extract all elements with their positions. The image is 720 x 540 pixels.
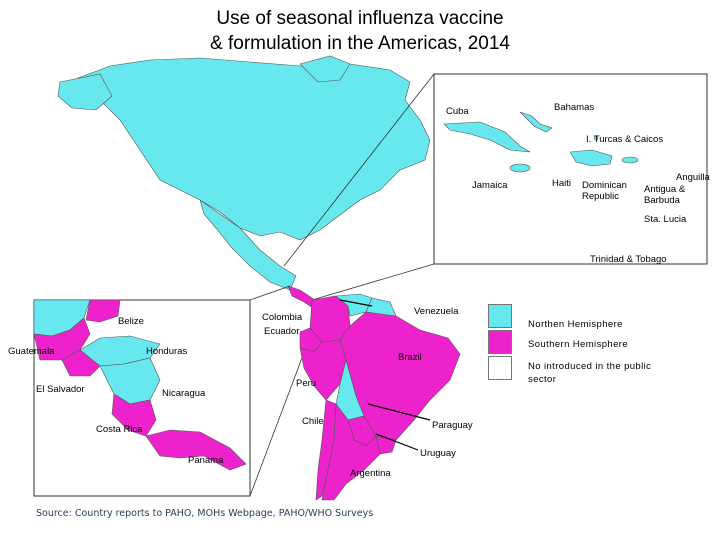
label-antigua-2: Barbuda [644, 195, 680, 206]
panama-shape [145, 429, 247, 471]
label-dominican-2: Republic [582, 191, 619, 202]
label-argentina: Argentina [350, 468, 391, 479]
hispaniola-shape [569, 149, 613, 167]
title-line-1: Use of seasonal influenza vaccine [216, 8, 504, 29]
legend-swatch-northern [488, 304, 512, 328]
source-note: Source: Country reports to PAHO, MOHs We… [36, 508, 374, 519]
belize-shape [85, 299, 121, 323]
label-el-salvador: El Salvador [36, 384, 85, 395]
label-bahamas: Bahamas [554, 102, 595, 113]
legend-swatch-not-introduced [488, 356, 512, 380]
label-anguilla: Anguilla [676, 172, 710, 183]
label-panama: Panama [188, 455, 224, 466]
bahamas-shape [519, 111, 553, 133]
label-antigua-1: Antigua & [644, 184, 686, 195]
label-venezuela: Venezuela [414, 306, 459, 317]
paraguay-arrow [367, 403, 431, 421]
label-peru: Peru [296, 378, 317, 389]
puerto-rico-shape [621, 156, 639, 164]
legend-label-northern: Northen Hemisphere [528, 319, 623, 330]
label-jamaica: Jamaica [472, 180, 508, 191]
caribbean-inset-frame [433, 73, 708, 265]
label-nicaragua: Nicaragua [162, 388, 206, 399]
argentina-shape [321, 403, 381, 501]
legend-label-not-introduced-1: No introduced in the public [528, 361, 652, 372]
turks-caicos-shape [593, 135, 599, 141]
inset-leader-1 [283, 73, 435, 267]
label-honduras: Honduras [146, 346, 188, 357]
label-cuba: Cuba [446, 106, 469, 117]
greenland [299, 55, 351, 83]
label-turks-caicos: I. Turcas & Caicos [586, 134, 664, 145]
north-america-landmass [77, 57, 431, 241]
el-salvador-shape [61, 349, 101, 377]
label-uruguay: Uruguay [420, 448, 456, 459]
costa-rica-shape [111, 393, 157, 437]
label-belize: Belize [118, 316, 144, 327]
label-brazil: Brazil [398, 352, 422, 363]
inset-leader-2 [311, 263, 435, 301]
label-haiti: Haiti [552, 178, 572, 189]
label-trinidad: Trinidad & Tobago [590, 254, 667, 265]
mexico [199, 199, 297, 291]
label-paraguay: Paraguay [432, 420, 473, 431]
jamaica-shape [509, 163, 531, 173]
legend-swatch-southern [488, 330, 512, 354]
inset-leader-3 [249, 285, 291, 301]
label-sta-lucia: Sta. Lucia [644, 214, 687, 225]
title-line-2: & formulation in the Americas, 2014 [210, 33, 510, 54]
guatemala-shape [33, 317, 91, 361]
label-ecuador: Ecuador [264, 326, 300, 337]
label-costa-rica: Costa Rica [96, 424, 143, 435]
label-guatemala: Guatemala [8, 346, 55, 357]
legend-label-southern: Southern Hemisphere [528, 339, 629, 350]
legend-label-not-introduced-2: sector [528, 374, 557, 385]
label-dominican-1: Dominican [582, 180, 627, 191]
map-title: Use of seasonal influenza vaccine & form… [0, 6, 720, 56]
venezuela-arrow [339, 299, 373, 307]
label-chile: Chile [302, 416, 324, 427]
cuba-shape [443, 121, 531, 153]
uruguay-arrow [375, 433, 419, 451]
alaska [57, 73, 113, 111]
label-colombia: Colombia [262, 312, 303, 323]
